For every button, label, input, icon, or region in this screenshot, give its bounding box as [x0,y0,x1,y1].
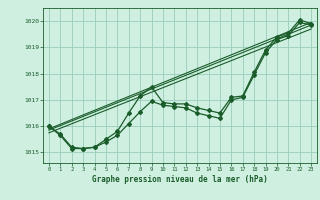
X-axis label: Graphe pression niveau de la mer (hPa): Graphe pression niveau de la mer (hPa) [92,175,268,184]
